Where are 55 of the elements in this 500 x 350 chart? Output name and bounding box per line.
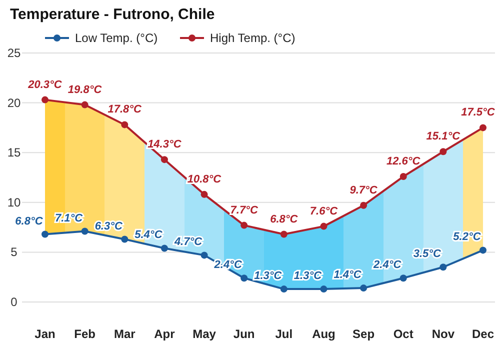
data-label: 4.7°C xyxy=(173,236,204,248)
point xyxy=(400,274,407,282)
point xyxy=(200,252,208,259)
data-label: 7.7°C xyxy=(230,204,259,216)
x-tick-label: Sep xyxy=(352,327,375,341)
x-tick-label: Apr xyxy=(154,327,176,341)
x-tick-label: Nov xyxy=(432,327,455,341)
point xyxy=(81,228,88,235)
point xyxy=(121,236,128,243)
data-label: 12.6°C xyxy=(386,156,422,168)
data-label: 7.6°C xyxy=(310,205,339,218)
data-label: 1.4°C xyxy=(334,269,362,282)
data-label: 14.3°C xyxy=(148,138,182,151)
x-tick-label: Oct xyxy=(393,327,414,341)
data-label: 17.8°C xyxy=(108,104,143,116)
y-tick-label: 10 xyxy=(7,195,21,210)
data-label: 17.5°C xyxy=(461,106,496,119)
data-label: 15.1°C xyxy=(426,130,462,143)
data-label: 1.3°C xyxy=(294,270,323,282)
x-tick-label: Dec xyxy=(472,327,494,341)
point xyxy=(360,284,368,292)
point xyxy=(240,274,248,282)
y-tick-label: 0 xyxy=(10,295,18,309)
point xyxy=(160,244,168,252)
point xyxy=(42,230,48,238)
data-label: 7.1°C xyxy=(55,212,84,224)
data-label: 5.2°C xyxy=(453,231,482,244)
legend-label: Low Temp. (°C) xyxy=(75,31,158,45)
data-label: 19.8°C xyxy=(68,84,103,96)
data-label: 10.8°C xyxy=(187,173,222,186)
data-label: 3.5°C xyxy=(413,248,442,260)
data-label: 1.3°C xyxy=(254,270,283,282)
y-tick-label: 25 xyxy=(7,46,21,60)
x-tick-label: Jul xyxy=(275,327,293,341)
x-tick-label: Jan xyxy=(34,327,56,341)
x-tick-label: Aug xyxy=(312,327,336,341)
x-tick-label: Mar xyxy=(114,327,136,341)
point xyxy=(480,246,486,254)
y-tick-label: 20 xyxy=(7,96,21,110)
legend-label: High Temp. (°C) xyxy=(210,31,296,45)
y-tick-label: 5 xyxy=(10,245,18,260)
data-label: 6.8°C xyxy=(15,215,44,228)
point xyxy=(440,264,447,271)
point xyxy=(280,286,288,293)
data-label: 6.8°C xyxy=(270,213,299,226)
x-tick-label: May xyxy=(192,327,216,341)
point xyxy=(320,286,328,293)
y-tick-label: 15 xyxy=(7,146,21,160)
data-label: 2.4°C xyxy=(372,259,402,272)
x-tick-label: Jun xyxy=(233,327,255,341)
data-label: 9.7°C xyxy=(350,184,378,196)
x-tick-label: Feb xyxy=(74,327,96,341)
data-label: 6.3°C xyxy=(94,220,124,232)
chart-title: Temperature - Futrono, Chile xyxy=(10,6,215,23)
data-label: 20.3°C xyxy=(27,78,63,91)
